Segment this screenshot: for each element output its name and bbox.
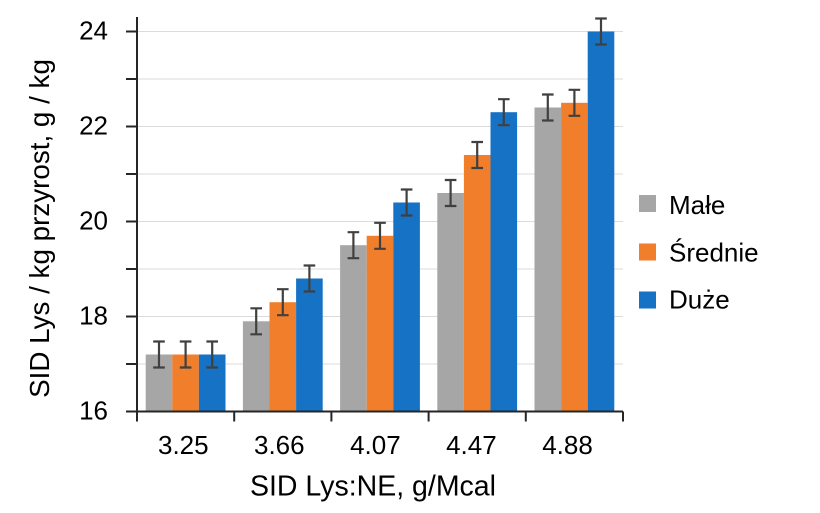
svg-text:24: 24 — [79, 16, 108, 46]
svg-text:4.88: 4.88 — [542, 430, 593, 460]
svg-text:Duże: Duże — [669, 285, 730, 315]
svg-text:3.66: 3.66 — [254, 430, 305, 460]
svg-text:3.25: 3.25 — [158, 430, 209, 460]
svg-text:4.47: 4.47 — [446, 430, 497, 460]
svg-text:Małe: Małe — [669, 190, 725, 220]
svg-text:SID Lys / kg przyrost, g / kg: SID Lys / kg przyrost, g / kg — [24, 59, 55, 398]
svg-text:4.07: 4.07 — [350, 430, 401, 460]
svg-text:22: 22 — [79, 111, 108, 141]
svg-text:18: 18 — [79, 301, 108, 331]
svg-text:Średnie: Średnie — [669, 238, 759, 268]
svg-text:16: 16 — [79, 396, 108, 426]
svg-text:SID Lys:NE, g/Mcal: SID Lys:NE, g/Mcal — [250, 471, 496, 503]
svg-text:20: 20 — [79, 206, 108, 236]
